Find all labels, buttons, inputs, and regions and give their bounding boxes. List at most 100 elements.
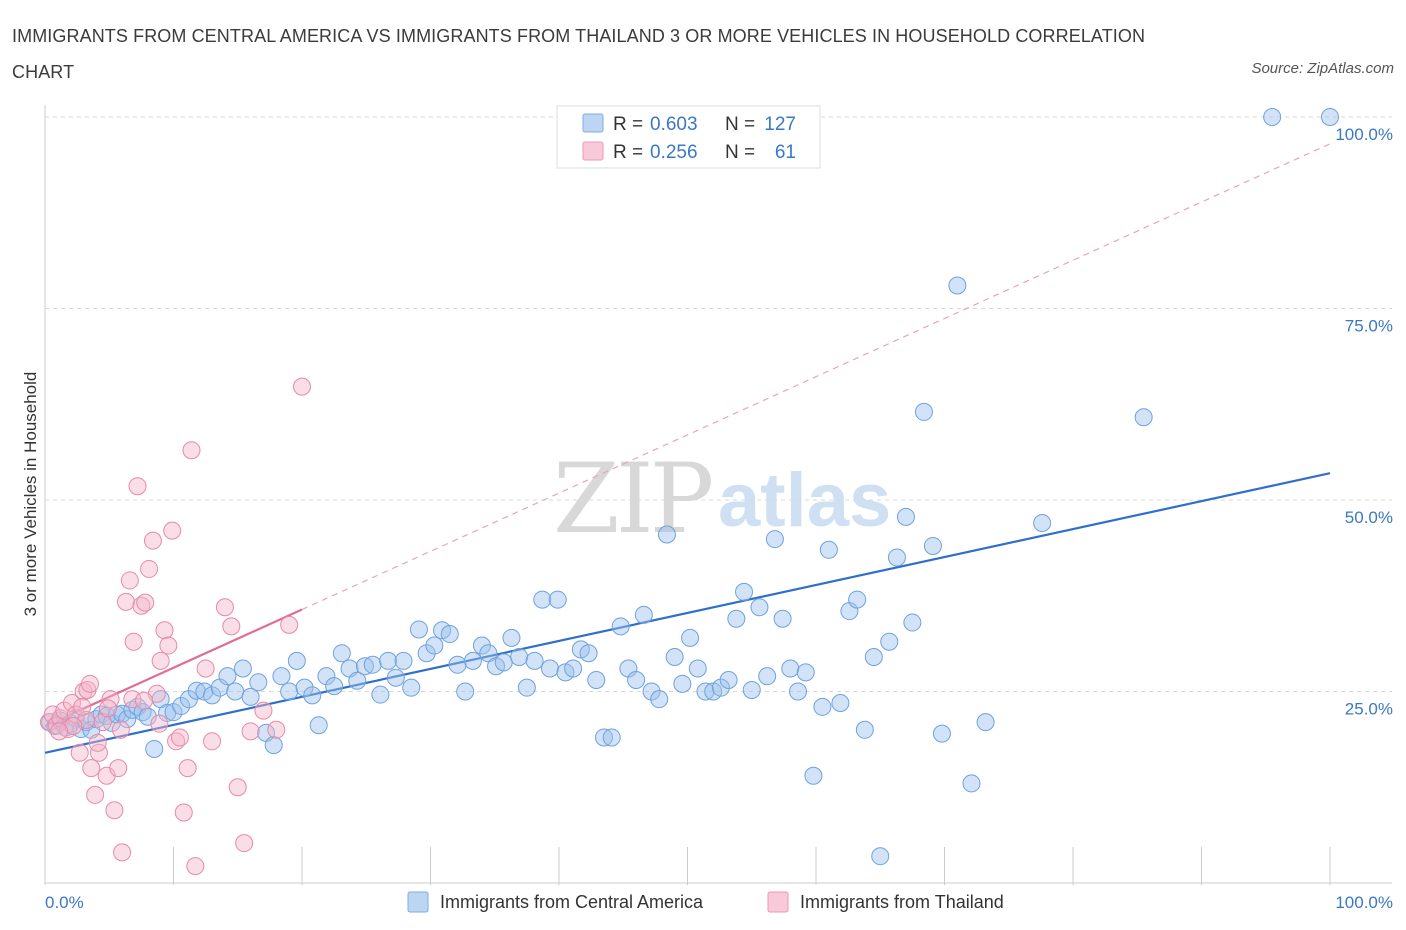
point-central-america: [579, 644, 598, 663]
point-central-america: [203, 686, 222, 705]
point-central-america: [533, 590, 552, 609]
trend-line-thailand-extension: [301, 143, 1331, 611]
stats-n-value: 61: [775, 142, 796, 163]
point-thailand: [120, 571, 139, 590]
point-central-america: [594, 728, 613, 747]
point-central-america: [880, 632, 899, 651]
point-central-america: [781, 659, 800, 678]
point-central-america: [145, 739, 164, 758]
point-central-america: [742, 680, 761, 699]
point-central-america: [541, 659, 560, 678]
point-thailand: [55, 701, 74, 720]
point-central-america: [773, 609, 792, 628]
point-thailand: [186, 857, 205, 876]
point-central-america: [602, 728, 621, 747]
point-thailand: [88, 733, 107, 752]
point-thailand: [105, 801, 124, 820]
point-central-america: [494, 653, 513, 672]
point-central-america: [502, 628, 521, 647]
stats-n-label: N =: [725, 114, 755, 135]
point-central-america: [765, 530, 784, 549]
point-thailand: [116, 592, 135, 611]
point-central-america: [287, 651, 306, 670]
trend-line-thailand: [44, 608, 303, 727]
stats-row-thailand: R = 0.256 N = 61: [582, 141, 796, 163]
point-thailand: [196, 659, 215, 678]
point-thailand: [150, 714, 169, 733]
point-central-america: [896, 507, 915, 526]
point-central-america: [332, 644, 351, 663]
point-central-america: [264, 736, 283, 755]
point-central-america: [914, 402, 933, 421]
point-thailand: [174, 803, 193, 822]
point-central-america: [394, 651, 413, 670]
legend-swatch-thailand: [767, 891, 789, 913]
point-central-america: [525, 651, 544, 670]
point-thailand: [62, 693, 81, 712]
point-central-america: [688, 659, 707, 678]
point-central-america: [813, 697, 832, 716]
point-thailand: [50, 722, 69, 741]
point-central-america: [650, 690, 669, 709]
point-central-america: [472, 636, 491, 655]
point-thailand: [73, 697, 92, 716]
point-thailand: [136, 593, 155, 612]
point-thailand: [254, 701, 273, 720]
y-tick-label: 100.0%: [1335, 125, 1393, 144]
point-central-america: [962, 774, 981, 793]
legend-item-thailand[interactable]: Immigrants from Thailand: [767, 891, 1004, 913]
point-central-america: [226, 682, 245, 701]
point-thailand: [109, 759, 128, 778]
stats-legend: R = 0.603 N = 127 R = 0.256 N = 61: [556, 105, 821, 169]
point-central-america: [681, 628, 700, 647]
x-tick-label: 100.0%: [1335, 893, 1393, 912]
stats-n-value: 127: [764, 114, 796, 135]
stats-swatch-thailand: [582, 141, 604, 161]
point-central-america: [379, 651, 398, 670]
point-central-america: [711, 678, 730, 697]
point-thailand: [124, 632, 143, 651]
point-thailand: [235, 834, 254, 853]
point-central-america: [386, 668, 405, 687]
trend-lines: [44, 143, 1331, 754]
bottom-legend: Immigrants from Central America Immigran…: [407, 891, 1004, 913]
point-central-america: [233, 659, 252, 678]
stats-row-central-america: R = 0.603 N = 127: [582, 113, 796, 135]
point-central-america: [463, 651, 482, 670]
point-thailand: [222, 617, 241, 636]
point-central-america: [272, 667, 291, 686]
stats-r-label: R =: [613, 142, 643, 163]
point-central-america: [819, 540, 838, 559]
point-central-america: [627, 671, 646, 690]
legend-label-thailand: Immigrants from Thailand: [800, 892, 1004, 912]
point-central-america: [456, 682, 475, 701]
point-thailand: [111, 720, 130, 739]
point-central-america: [719, 671, 738, 690]
point-central-america: [1134, 408, 1153, 427]
stats-r-value: 0.256: [650, 142, 698, 163]
point-central-america: [249, 673, 268, 692]
point-thailand: [293, 377, 311, 396]
legend-item-central-america[interactable]: Immigrants from Central America: [407, 891, 704, 913]
point-thailand: [140, 559, 159, 578]
source-label: Source: ZipAtlas.com: [1251, 60, 1394, 77]
point-thailand: [143, 531, 162, 550]
point-thailand: [203, 732, 222, 751]
point-thailand: [267, 720, 286, 739]
point-central-america: [864, 648, 883, 667]
point-central-america: [871, 847, 890, 866]
point-thailand: [170, 728, 189, 747]
point-central-america: [295, 678, 314, 697]
point-central-america: [696, 682, 715, 701]
point-central-america: [587, 671, 606, 690]
point-thailand: [98, 699, 117, 718]
point-thailand: [86, 785, 105, 804]
point-central-america: [727, 609, 746, 628]
x-tick-label: 0.0%: [45, 893, 84, 912]
point-central-america: [976, 713, 995, 732]
point-central-america: [932, 724, 951, 743]
point-central-america: [642, 682, 661, 701]
point-central-america: [735, 582, 754, 601]
y-tick-label: 50.0%: [1345, 508, 1393, 527]
point-thailand: [182, 441, 201, 460]
